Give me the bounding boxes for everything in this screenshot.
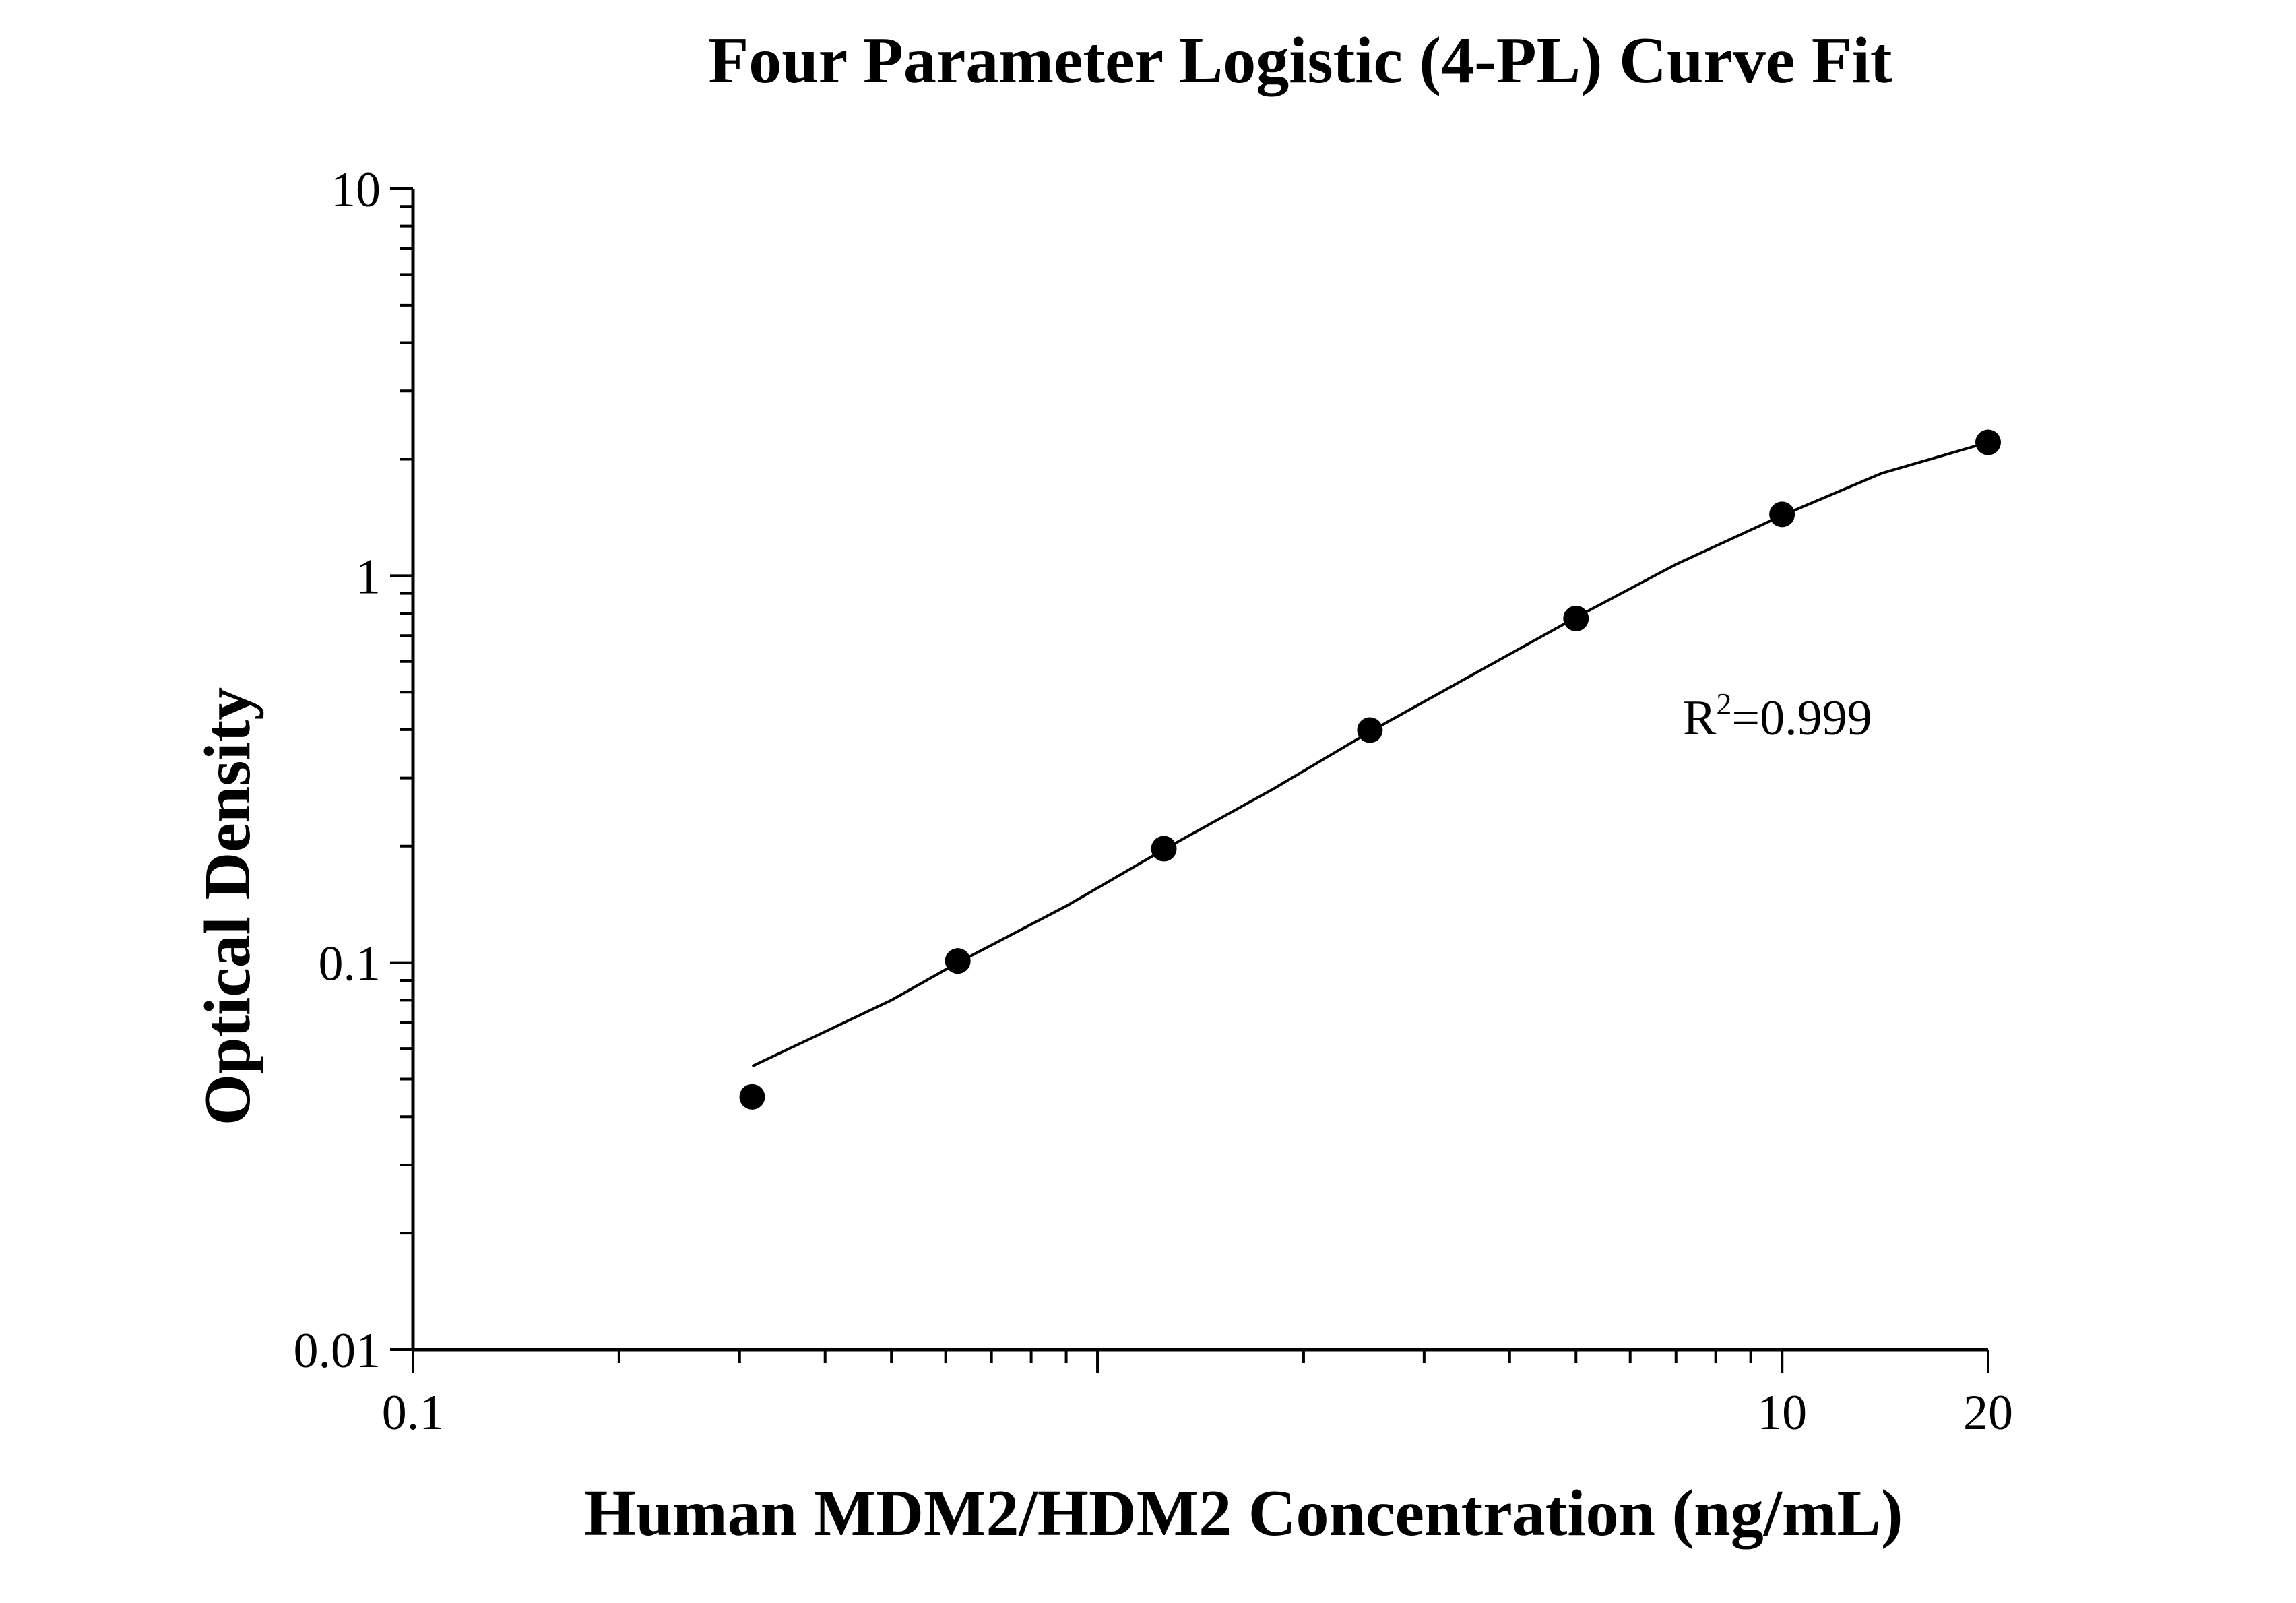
- data-point: [739, 1083, 765, 1110]
- data-point: [1975, 429, 2001, 455]
- r-squared-base: R: [1683, 691, 1717, 746]
- y-tick-label: 0.01: [294, 1323, 381, 1379]
- data-point: [1563, 605, 1589, 631]
- axes: [411, 189, 1988, 1352]
- fit-curve: [751, 441, 1989, 1068]
- x-axis-title: Human MDM2/HDM2 Concentration (ng/mL): [584, 1477, 1903, 1550]
- x-tick-label: 10: [1757, 1385, 1807, 1441]
- y-axis-title: Optical Density: [191, 687, 264, 1126]
- r-squared-value: =0.999: [1731, 691, 1872, 746]
- r-squared-annotation: R2=0.999: [1683, 687, 1872, 746]
- data-markers: [739, 429, 2001, 1110]
- y-tick-label: 1: [356, 549, 381, 604]
- data-point: [945, 948, 971, 974]
- x-tick-label: 0.1: [382, 1385, 445, 1441]
- r-squared-superscript: 2: [1716, 687, 1731, 721]
- data-point: [1151, 836, 1177, 862]
- chart-title: Four Parameter Logistic (4-PL) Curve Fit: [708, 24, 1892, 97]
- y-tick-label: 10: [331, 162, 381, 218]
- y-ticks: 0.01 0.1 1 10: [294, 162, 413, 1379]
- y-tick-label: 0.1: [319, 937, 381, 992]
- data-point: [1357, 717, 1383, 743]
- data-point: [1769, 501, 1795, 528]
- x-tick-label: 20: [1963, 1385, 2013, 1441]
- x-ticks: 0.1 10 20: [382, 1350, 2013, 1441]
